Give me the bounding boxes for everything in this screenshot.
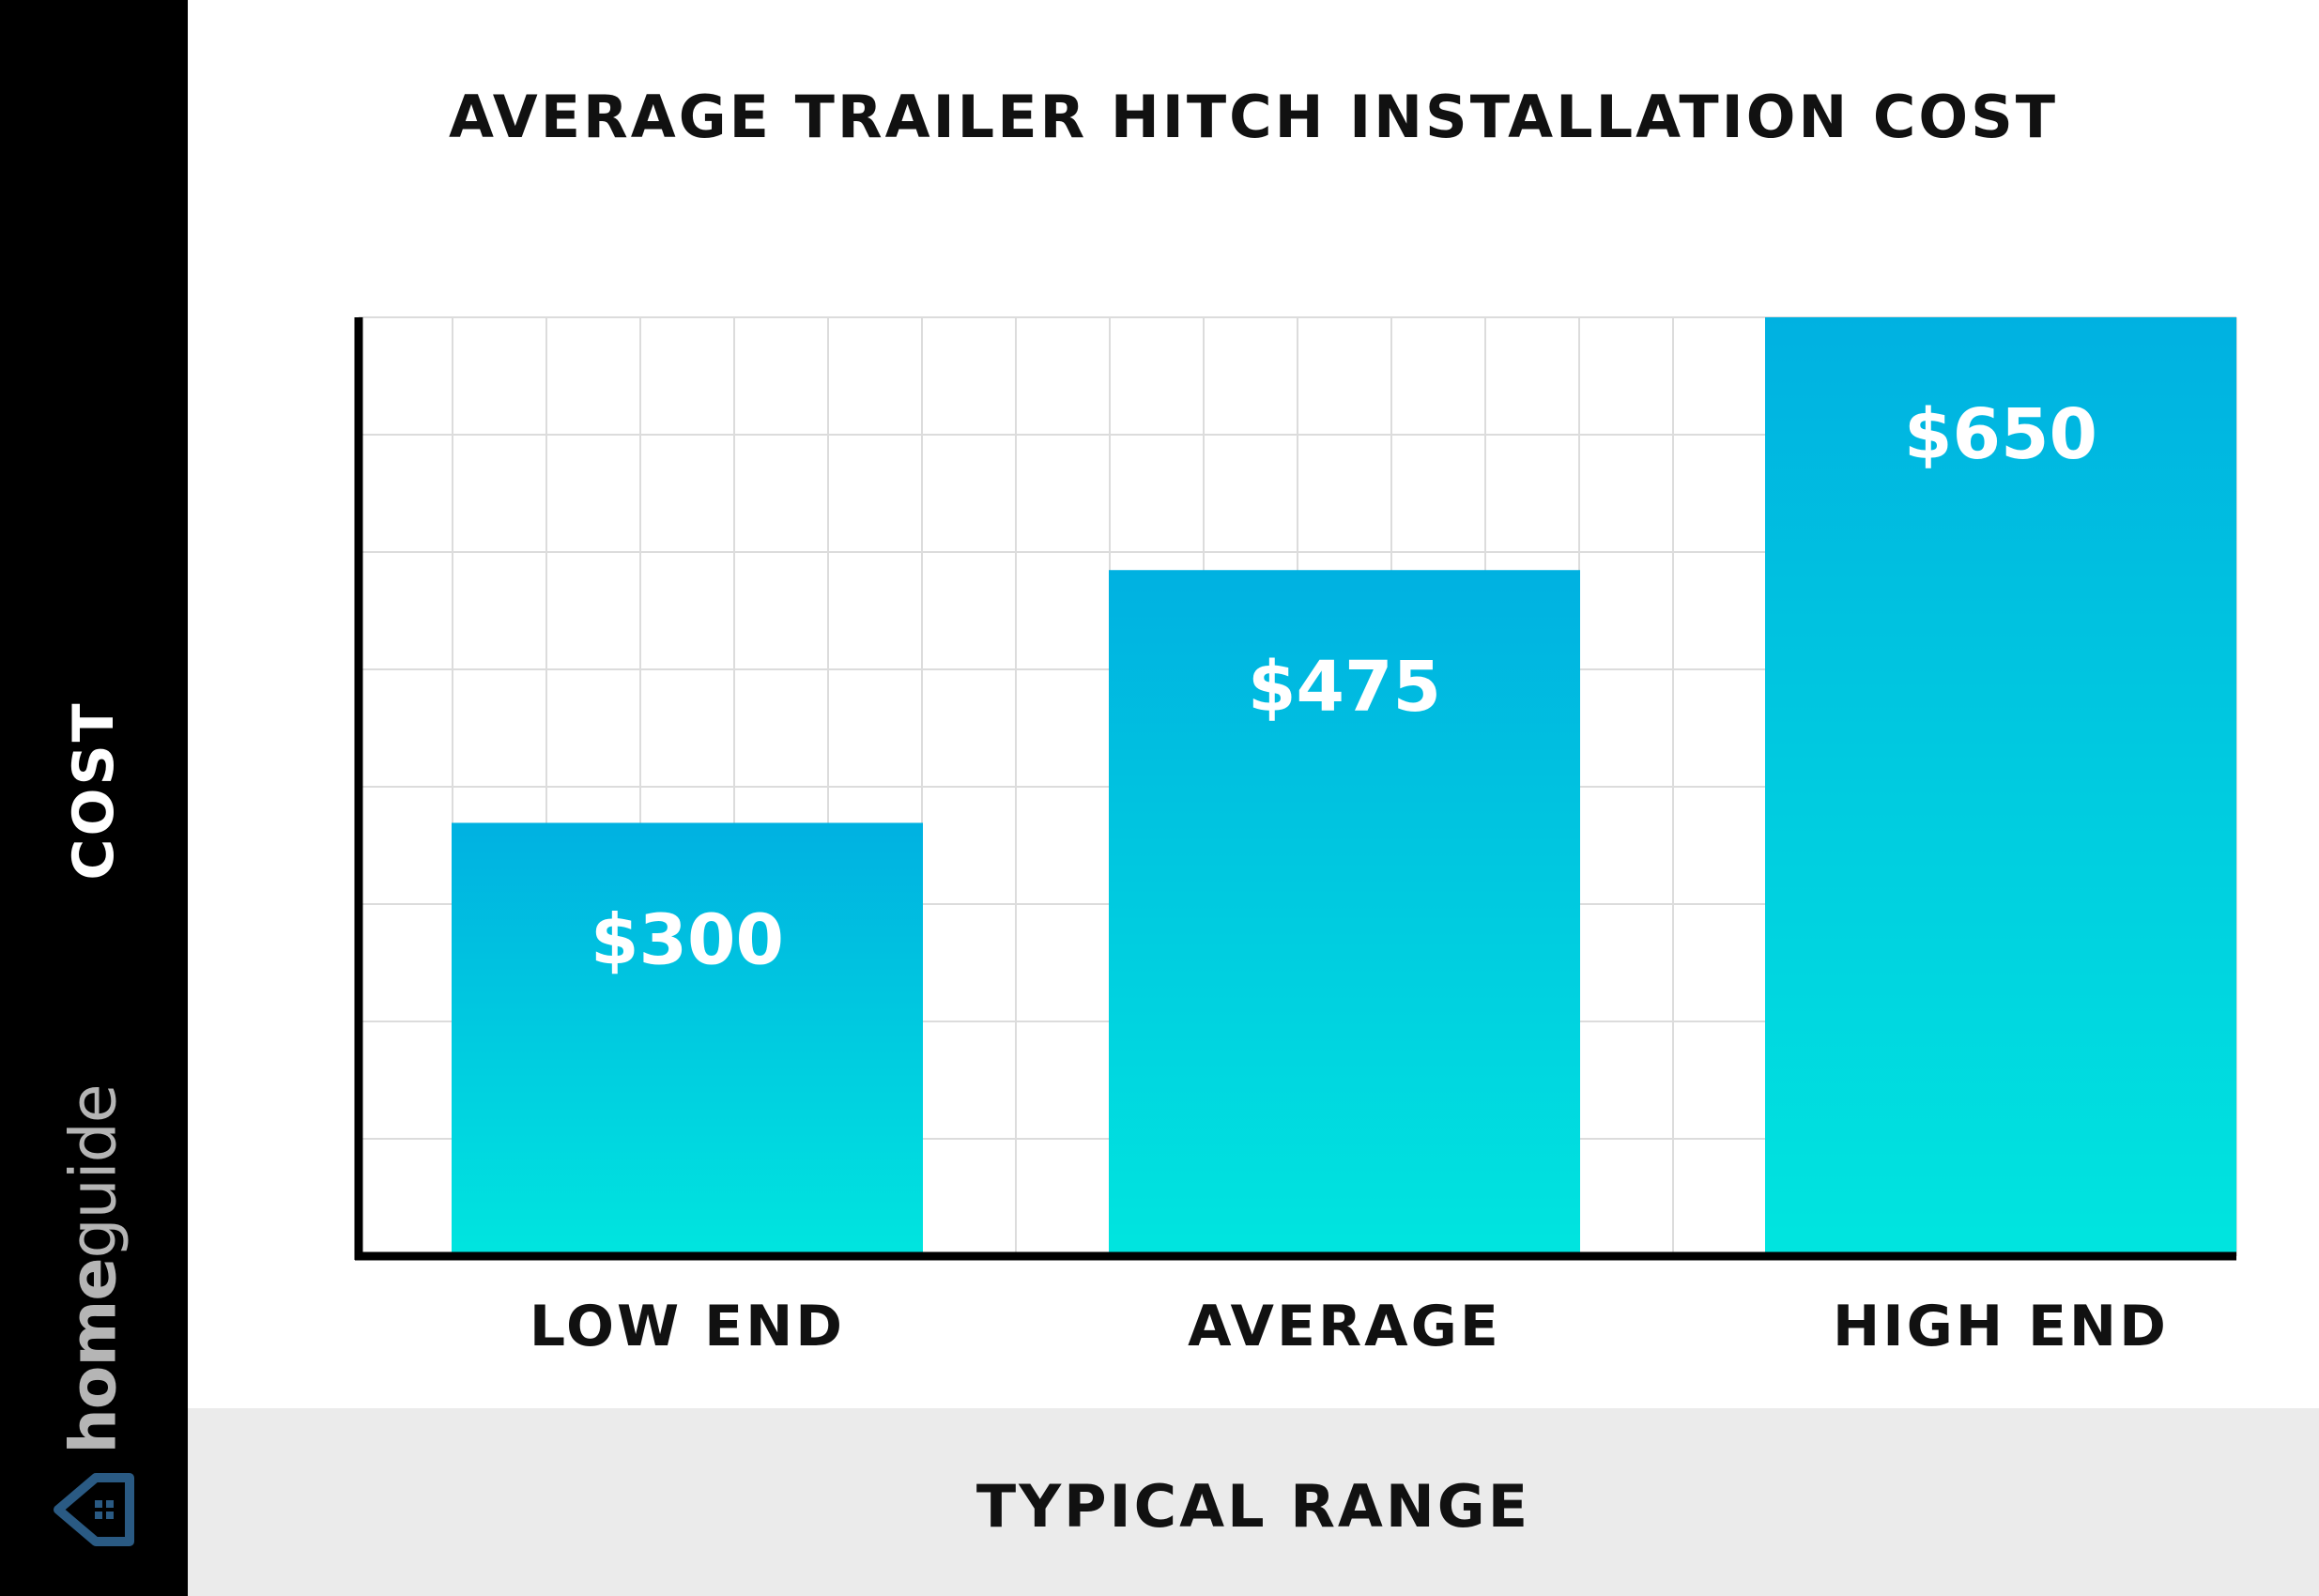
x-axis-label: TYPICAL RANGE bbox=[975, 1472, 1531, 1541]
chart-title: AVERAGE TRAILER HITCH INSTALLATION COST bbox=[448, 83, 2059, 151]
bar-average bbox=[1109, 570, 1580, 1256]
bar-value-label: $650 bbox=[1904, 394, 2097, 475]
x-tick-label-high-end: HIGH END bbox=[1833, 1294, 2169, 1359]
sidebar: COST homeguide bbox=[0, 0, 188, 1596]
x-tick-label-average: AVERAGE bbox=[1188, 1294, 1501, 1359]
bar-value-labels: $300 $475 $650 bbox=[591, 394, 2097, 980]
bar-value-label: $475 bbox=[1248, 647, 1441, 728]
bar-value-label: $300 bbox=[591, 899, 784, 980]
bar-chart: $300 $475 $650 bbox=[354, 316, 2237, 1261]
x-tick-label-low-end: LOW END bbox=[529, 1294, 846, 1359]
bars bbox=[452, 317, 2236, 1256]
bar-low-end bbox=[452, 822, 923, 1256]
house-icon bbox=[54, 1473, 134, 1546]
axes bbox=[354, 317, 2236, 1261]
bar-high-end bbox=[1765, 317, 2236, 1256]
footer-band: TYPICAL RANGE bbox=[188, 1408, 2319, 1596]
